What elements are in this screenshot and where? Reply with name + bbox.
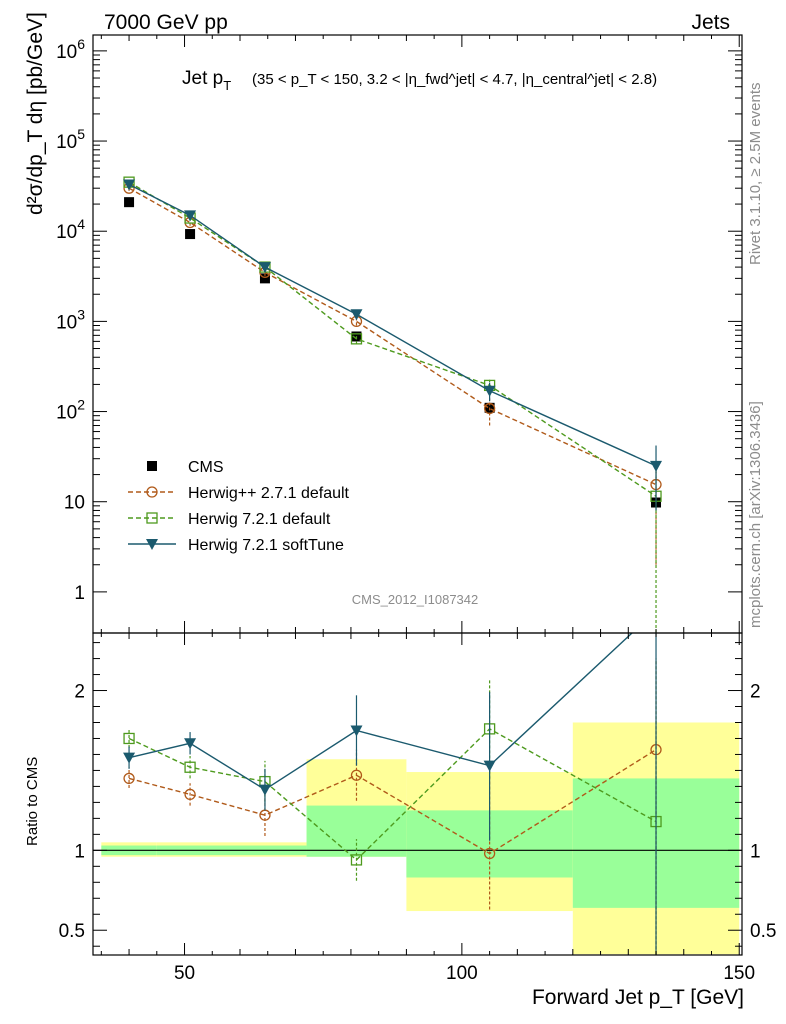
ratio-line — [128, 728, 657, 861]
series-line — [128, 183, 657, 467]
ratio-line — [128, 633, 634, 791]
y-tick-label: 106 — [56, 36, 85, 63]
ratio-y-axis-label: Ratio to CMS — [24, 757, 41, 846]
ratio-y-tick-label: 1 — [74, 841, 85, 862]
x-tick-label: 50 — [174, 963, 195, 984]
data-point — [350, 333, 363, 345]
data-point — [258, 262, 271, 274]
axis-ticks: 50 100 150 1 10 102 103 104 105 106 0.5 0.5 1 1 2 2 — [56, 35, 776, 984]
svg-text:Jet pT: Jet pT — [182, 68, 231, 93]
data-point — [259, 273, 270, 284]
data-point — [483, 402, 496, 415]
ratio-point — [184, 761, 196, 773]
ratio-point — [483, 760, 496, 772]
ratio-y-tick-label: 0.5 — [59, 921, 85, 942]
data-point — [184, 210, 197, 222]
legend-marker — [147, 461, 157, 471]
y-tick-label: 102 — [56, 397, 85, 424]
data-point — [124, 197, 135, 208]
legend-entry: Herwig 7.2.1 softTune — [128, 537, 344, 554]
y-tick-label: 1 — [74, 583, 85, 604]
y-tick-label: 104 — [56, 216, 85, 243]
data-point — [123, 179, 136, 191]
y-tick-label: 105 — [56, 126, 85, 153]
ratio-point — [123, 772, 135, 785]
ratio-point — [258, 784, 271, 796]
ratio-y-tick-label: 2 — [74, 682, 85, 703]
ratio-point — [350, 854, 363, 866]
x-axis-label: Forward Jet p_T [GeV] — [532, 986, 744, 1009]
legend-label: CMS — [188, 459, 224, 476]
legend: CMS Herwig++ 2.7.1 default Herwig 7.2.1 de… — [128, 459, 350, 554]
data-point — [650, 460, 663, 472]
y-tick-label: 10 — [64, 493, 85, 514]
header-jets-label: Jets — [691, 11, 730, 34]
y-tick-label: 103 — [56, 306, 85, 333]
main-series — [123, 179, 663, 511]
title-main: Jet p — [182, 68, 223, 89]
ratio-line — [128, 749, 657, 855]
ratio-plot-frame — [92, 632, 743, 956]
ratio-point — [184, 738, 197, 750]
ratio-series-group — [123, 633, 662, 955]
legend-label: Herwig++ 2.7.1 default — [188, 485, 350, 502]
main-series — [123, 176, 662, 633]
mcplots-label: mcplots.cern.ch [arXiv:1306.3436] — [747, 401, 764, 628]
ratio-point — [123, 752, 136, 764]
legend-marker — [146, 512, 158, 524]
data-point — [483, 385, 496, 397]
ratio-series — [123, 633, 657, 955]
plot-frames — [92, 34, 743, 956]
legend-marker — [146, 539, 158, 550]
ratio-y-tick-label-right: 0.5 — [750, 921, 776, 942]
legend-entry: Herwig 7.2.1 default — [128, 511, 331, 528]
legend-label: Herwig 7.2.1 default — [188, 511, 331, 528]
header-energy-label: 7000 GeV pp — [104, 11, 228, 34]
title-cuts: (35 < p_T < 150, 3.2 < |η_fwd^jet| < 4.7… — [252, 71, 657, 88]
ratio-point — [184, 788, 196, 801]
ylabel-text: d²σ/dp_T dη [pb/GeV] — [24, 12, 47, 215]
main-series — [123, 182, 662, 565]
data-point — [350, 309, 363, 321]
title-sub: T — [223, 78, 231, 93]
x-tick-label: 100 — [446, 963, 478, 984]
analysis-watermark: CMS_2012_I1087342 — [352, 592, 479, 607]
ratio-point — [350, 725, 363, 737]
ratio-point — [350, 769, 363, 781]
main-plot-title: Jet pT (35 < p_T < 150, 3.2 < |η_fwd^jet… — [182, 68, 657, 93]
ratio-point — [483, 847, 496, 860]
ratio-y-tick-label-right: 1 — [750, 841, 761, 862]
main-y-axis-label: d²σ/dp_T dη [pb/GeV] — [24, 12, 47, 215]
rivet-version-label: Rivet 3.1.10, ≥ 2.5M events — [747, 83, 764, 266]
ratio-y-tick-label-right: 2 — [750, 682, 761, 703]
series-layer — [123, 176, 663, 955]
data-point — [185, 229, 196, 240]
legend-entry: Herwig++ 2.7.1 default — [128, 485, 350, 502]
series-line — [128, 187, 657, 486]
legend-label: Herwig 7.2.1 softTune — [188, 537, 344, 554]
legend-entry: CMS — [147, 459, 224, 476]
legend-marker — [146, 486, 158, 498]
ratio-point — [123, 732, 135, 745]
series-line — [128, 181, 657, 497]
x-tick-label: 150 — [723, 963, 755, 984]
